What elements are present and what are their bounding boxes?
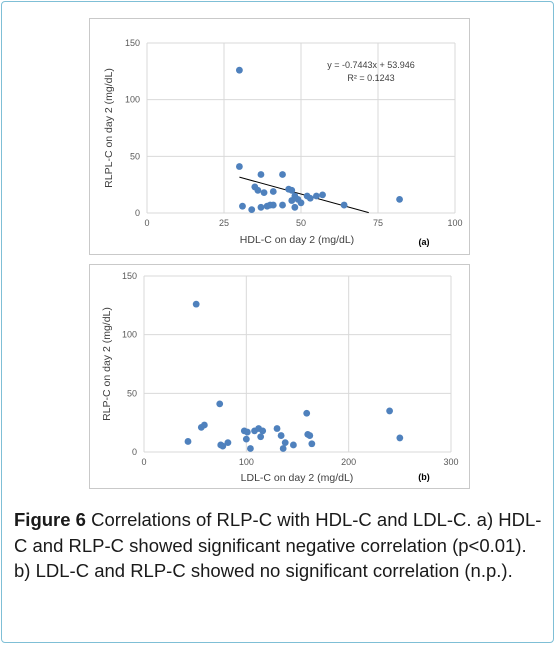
data-point	[306, 194, 314, 202]
y-tick-label: 50	[127, 388, 137, 398]
y-tick-label: 100	[125, 95, 140, 105]
data-point	[303, 409, 311, 417]
panel-label: (a)	[419, 237, 430, 247]
data-point	[279, 171, 286, 178]
data-point	[269, 188, 277, 195]
ldl-rlp-scatter: 0 50 100 150 0 100 200 300 LDL-C on day 2 (mg/dL…	[101, 271, 459, 484]
hdl-rlp-scatter: 0 50 100 150 0 25 50 75 100 HDL-C on day 2 (mg/dL…	[103, 38, 463, 247]
panel-label: (b)	[418, 472, 430, 482]
trendline-equation: y = -0.7443x + 53.946	[327, 60, 415, 70]
data-point	[290, 441, 297, 449]
r-squared-label: R² = 0.1243	[347, 73, 394, 83]
y-axis-title: RLP-C on day 2 (mg/dL)	[101, 307, 113, 421]
data-point	[279, 201, 286, 209]
data-point	[257, 203, 265, 211]
data-point	[254, 186, 262, 194]
figure-caption: Figure 6 Correlations of RLP-C with HDL-…	[14, 507, 544, 584]
y-tick-label: 100	[122, 330, 137, 340]
data-point	[192, 300, 200, 308]
data-point	[239, 202, 246, 210]
x-tick-label: 25	[219, 218, 229, 228]
data-point	[273, 425, 281, 432]
x-tick-label: 50	[296, 218, 306, 228]
data-point	[219, 442, 227, 450]
data-point	[291, 203, 299, 211]
data-point	[200, 421, 208, 429]
data-point	[279, 445, 287, 452]
data-point	[216, 400, 224, 408]
data-point	[236, 66, 243, 74]
data-point	[277, 432, 285, 439]
x-tick-label: 300	[443, 457, 458, 467]
x-tick-label: 100	[447, 218, 462, 228]
y-tick-label: 150	[122, 271, 137, 281]
data-point	[269, 201, 277, 209]
y-tick-label: 0	[132, 447, 137, 457]
data-point	[224, 439, 232, 447]
y-tick-label: 50	[130, 151, 140, 161]
data-point	[184, 438, 192, 445]
data-point	[313, 192, 320, 200]
data-point	[243, 428, 251, 436]
data-point	[396, 196, 403, 203]
data-point	[236, 163, 243, 170]
data-point	[248, 206, 256, 214]
data-point	[396, 434, 404, 442]
chart-panel-a: 0 50 100 150 0 25 50 75 100 HDL-C on day 2 (mg/dL…	[89, 18, 470, 255]
data-point	[242, 435, 250, 443]
data-point	[281, 439, 289, 447]
x-tick-label: 0	[144, 218, 149, 228]
data-point	[306, 432, 314, 439]
data-point	[260, 189, 268, 197]
caption-text: Correlations of RLP-C with HDL-C and LDL…	[14, 509, 542, 581]
y-axis-title: RLPL-C on day 2 (mg/dL)	[103, 68, 115, 188]
data-point	[257, 171, 265, 178]
data-point	[340, 201, 348, 209]
figure-label: Figure 6	[14, 509, 86, 530]
data-point	[386, 407, 393, 415]
data-point	[319, 191, 326, 199]
y-tick-label: 150	[125, 38, 140, 48]
data-point	[288, 186, 296, 194]
data-point	[247, 445, 254, 452]
x-tick-label: 0	[141, 457, 146, 467]
data-point	[308, 440, 316, 448]
x-axis-title: HDL-C on day 2 (mg/dL)	[240, 234, 354, 246]
x-tick-label: 75	[373, 218, 383, 228]
y-tick-label: 0	[135, 208, 140, 218]
x-tick-label: 100	[239, 457, 254, 467]
data-point	[259, 427, 267, 435]
x-tick-label: 200	[341, 457, 356, 467]
chart-panel-b: 0 50 100 150 0 100 200 300 LDL-C on day 2 (mg/dL…	[89, 264, 470, 489]
data-point	[297, 199, 305, 207]
x-axis-title: LDL-C on day 2 (mg/dL)	[241, 472, 354, 484]
data-point	[257, 433, 265, 441]
